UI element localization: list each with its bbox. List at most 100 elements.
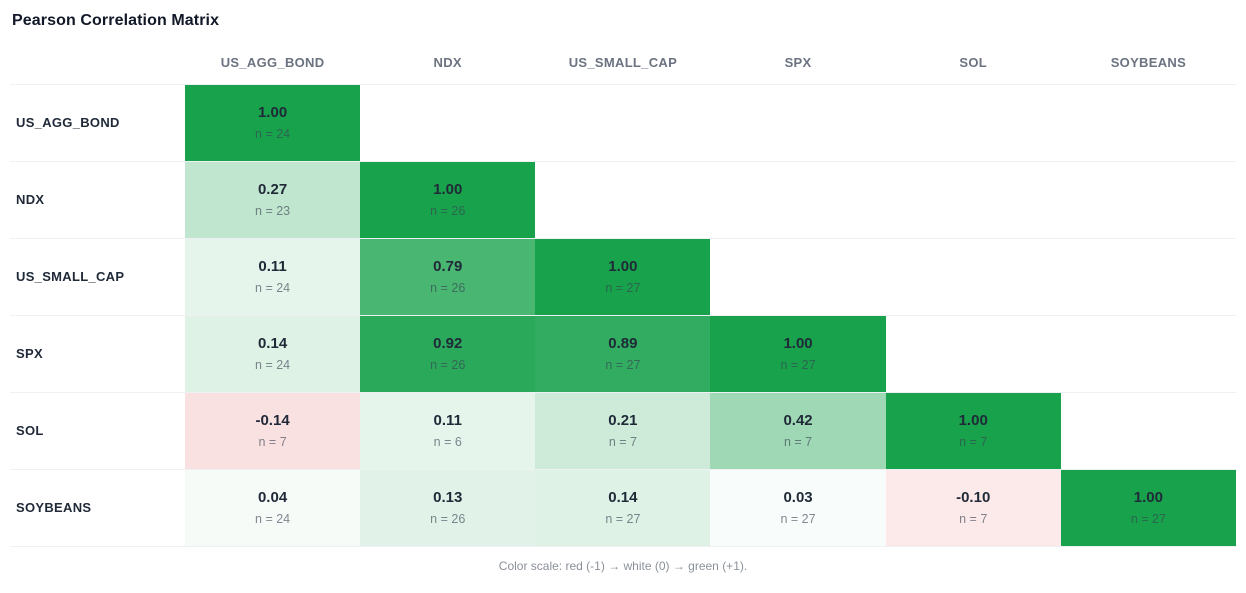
row-label: SOL — [16, 423, 44, 438]
correlation-value: 1.00 — [433, 181, 463, 198]
matrix-cell-empty — [1061, 315, 1236, 392]
sample-count: n = 23 — [255, 204, 291, 218]
sample-count: n = 26 — [430, 512, 466, 526]
matrix-cell-fill: 0.11 n = 6 — [360, 392, 536, 469]
sample-count: n = 27 — [605, 512, 641, 526]
matrix-cell: 0.11 n = 24 — [185, 238, 361, 315]
matrix-cell: 0.14 n = 24 — [185, 315, 361, 392]
matrix-cell-fill: 0.79 n = 26 — [360, 238, 536, 315]
correlation-value: 0.42 — [783, 412, 813, 429]
table-row: US_AGG_BOND 1.00 n = 24 — [10, 84, 1236, 161]
matrix-cell-empty — [886, 84, 1061, 161]
matrix-cell-empty — [535, 161, 710, 238]
matrix-cell: 1.00 n = 27 — [1060, 469, 1236, 546]
sample-count: n = 7 — [608, 435, 637, 449]
matrix-cell-fill: 1.00 n = 24 — [185, 84, 361, 161]
matrix-cell-fill: -0.14 n = 7 — [185, 392, 361, 469]
correlation-value: 0.92 — [433, 335, 463, 352]
matrix-cell-fill: 1.00 n = 27 — [535, 238, 711, 315]
matrix-header-row: US_AGG_BOND NDX US_SMALL_CAP SPX SOL SOYBEANS — [10, 46, 1236, 84]
column-header: US_SMALL_CAP — [568, 55, 678, 71]
matrix-cell: 0.13 n = 26 — [360, 469, 536, 546]
row-label: US_SMALL_CAP — [16, 269, 125, 284]
matrix-cell-fill: 0.14 n = 27 — [535, 469, 711, 546]
correlation-value: 0.21 — [608, 412, 638, 429]
matrix-cell-fill: 0.13 n = 26 — [360, 469, 536, 546]
sample-count: n = 6 — [433, 435, 462, 449]
correlation-value: 0.13 — [433, 489, 463, 506]
column-header: US_AGG_BOND — [220, 55, 325, 71]
correlation-value: -0.10 — [956, 489, 991, 506]
correlation-value: -0.14 — [255, 412, 290, 429]
table-row: SOYBEANS 0.04 n = 24 0.13 n = 26 0.14 n = 27 0.… — [10, 469, 1236, 546]
table-row: SPX 0.14 n = 24 0.92 n = 26 0.89 n = 27 1.00 n =… — [10, 315, 1236, 392]
matrix-cell-fill: 0.11 n = 24 — [185, 238, 361, 315]
corner-spacer — [10, 46, 185, 84]
correlation-value: 1.00 — [257, 104, 288, 121]
sample-count: n = 24 — [255, 127, 291, 141]
sample-count: n = 27 — [1130, 512, 1166, 526]
matrix-cell: 1.00 n = 27 — [710, 315, 886, 392]
matrix-cell: 0.79 n = 26 — [360, 238, 536, 315]
correlation-value: 0.89 — [608, 335, 638, 352]
matrix-cell: 1.00 n = 27 — [535, 238, 711, 315]
sample-count: n = 26 — [430, 358, 466, 372]
column-header: NDX — [433, 55, 462, 71]
matrix-cell-fill: 0.89 n = 27 — [535, 315, 711, 392]
sample-count: n = 27 — [605, 358, 641, 372]
correlation-value: 0.04 — [257, 489, 288, 506]
sample-count: n = 26 — [430, 204, 466, 218]
matrix-cell: 0.11 n = 6 — [360, 392, 536, 469]
row-label: SOYBEANS — [16, 500, 92, 515]
color-scale-caption: Color scale: red (-1) → white (0) → gree… — [498, 558, 748, 573]
correlation-value: 0.14 — [257, 335, 288, 352]
sample-count: n = 24 — [255, 358, 291, 372]
matrix-cell-fill: 1.00 n = 27 — [1060, 469, 1236, 546]
correlation-value: 0.27 — [257, 181, 288, 198]
matrix-cell-empty — [710, 84, 885, 161]
matrix-cell-empty — [886, 161, 1061, 238]
sample-count: n = 7 — [959, 435, 988, 449]
matrix-cell-empty — [1061, 161, 1236, 238]
correlation-value: 1.00 — [958, 412, 988, 429]
sample-count: n = 27 — [605, 281, 641, 295]
matrix-cell: -0.14 n = 7 — [185, 392, 361, 469]
sample-count: n = 26 — [430, 281, 466, 295]
matrix-cell-empty — [886, 315, 1061, 392]
matrix-cell-empty — [1061, 84, 1236, 161]
matrix-cell-empty — [360, 84, 535, 161]
column-header: SPX — [784, 55, 812, 71]
correlation-value: 1.00 — [1133, 489, 1163, 506]
sample-count: n = 7 — [258, 435, 287, 449]
correlation-value: 0.11 — [258, 258, 287, 275]
correlation-value: 0.79 — [433, 258, 463, 275]
matrix-cell-fill: 0.21 n = 7 — [535, 392, 711, 469]
matrix-cell: 0.27 n = 23 — [185, 161, 361, 238]
matrix-cell: 0.89 n = 27 — [535, 315, 711, 392]
correlation-value: 0.11 — [433, 412, 462, 429]
correlation-value: 0.14 — [608, 489, 638, 506]
correlation-value: 0.03 — [783, 489, 813, 506]
correlation-value: 1.00 — [783, 335, 813, 352]
correlation-value: 1.00 — [608, 258, 638, 275]
matrix-cell: 0.92 n = 26 — [360, 315, 536, 392]
page-title: Pearson Correlation Matrix — [12, 12, 220, 29]
row-label: SPX — [16, 346, 43, 361]
column-header: SOL — [959, 55, 988, 71]
matrix-cell: 1.00 n = 24 — [185, 84, 361, 161]
matrix-cell: -0.10 n = 7 — [885, 469, 1061, 546]
matrix-cell-empty — [1061, 392, 1236, 469]
matrix-cell-fill: 0.03 n = 27 — [710, 469, 886, 546]
matrix-cell: 0.03 n = 27 — [710, 469, 886, 546]
matrix-cell-fill: -0.10 n = 7 — [885, 469, 1061, 546]
matrix-cell: 1.00 n = 7 — [885, 392, 1061, 469]
matrix-cell-fill: 0.14 n = 24 — [185, 315, 361, 392]
matrix-cell: 0.42 n = 7 — [710, 392, 886, 469]
matrix-cell-empty — [710, 161, 885, 238]
matrix-cell: 0.04 n = 24 — [185, 469, 361, 546]
matrix-cell: 1.00 n = 26 — [360, 161, 536, 238]
table-row: NDX 0.27 n = 23 1.00 n = 26 — [10, 161, 1236, 238]
matrix-cell-fill: 0.27 n = 23 — [185, 161, 361, 238]
correlation-matrix-table: US_AGG_BOND NDX US_SMALL_CAP SPX SOL SOYBEANS… — [10, 46, 1236, 547]
matrix-cell-fill: 1.00 n = 26 — [360, 161, 536, 238]
